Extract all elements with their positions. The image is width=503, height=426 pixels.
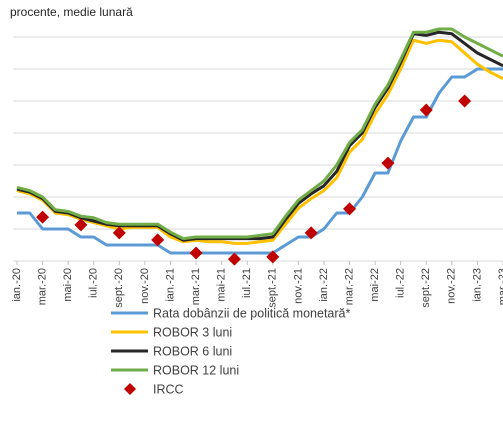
x-tick-label: sept.-21 xyxy=(267,268,279,308)
ircc-marker xyxy=(189,246,203,260)
ircc-marker xyxy=(36,210,50,224)
ircc-marker xyxy=(266,250,280,264)
x-tick-label: ian.-21 xyxy=(164,268,176,302)
x-tick-label: nov.-20 xyxy=(139,268,151,304)
series-line xyxy=(17,67,503,255)
x-tick-label: mar.-22 xyxy=(343,268,355,305)
x-tick-label: ian.-23 xyxy=(471,268,483,302)
x-tick-label: mai-20 xyxy=(62,268,74,302)
ircc-marker xyxy=(304,226,318,240)
legend-marker xyxy=(124,383,136,395)
x-tick-label: nov.-21 xyxy=(292,268,304,304)
series-line xyxy=(16,30,503,242)
x-tick-label: mai-21 xyxy=(216,268,228,302)
ircc-marker xyxy=(227,252,241,266)
ircc-marker xyxy=(343,202,357,216)
x-tick-label: ian.-22 xyxy=(318,268,330,302)
chart-title: procente, medie lunară xyxy=(10,5,133,19)
x-tick-label: sept.-20 xyxy=(113,268,125,308)
x-tick-label: iul.-20 xyxy=(88,268,100,298)
x-tick-label: mar.-23 xyxy=(497,268,503,305)
x-tick-label: mar.-20 xyxy=(36,268,48,305)
ircc-marker xyxy=(381,156,395,170)
series-line xyxy=(16,27,503,241)
x-tick-label: iul.-21 xyxy=(241,268,253,298)
ircc-marker xyxy=(458,94,472,108)
x-tick-label: sept.-22 xyxy=(420,268,432,308)
x-tick-label: iul.-22 xyxy=(395,268,407,298)
ircc-marker xyxy=(151,233,165,247)
x-tick-label: ian.-20 xyxy=(11,268,23,302)
legend-label: Rata dobânzii de politică monetară* xyxy=(153,306,350,320)
x-tick-label: mai-22 xyxy=(369,268,381,302)
legend-label: IRCC xyxy=(153,382,184,396)
x-tick-label: mar.-21 xyxy=(190,268,202,305)
ircc-marker xyxy=(74,218,88,232)
legend-label: ROBOR 3 luni xyxy=(153,325,232,339)
x-tick-label: nov.-22 xyxy=(446,268,458,304)
ircc-marker xyxy=(112,226,126,240)
legend-label: ROBOR 12 luni xyxy=(153,363,239,377)
ircc-marker xyxy=(419,103,433,117)
legend-label: ROBOR 6 luni xyxy=(153,344,232,358)
series-line xyxy=(16,38,503,245)
